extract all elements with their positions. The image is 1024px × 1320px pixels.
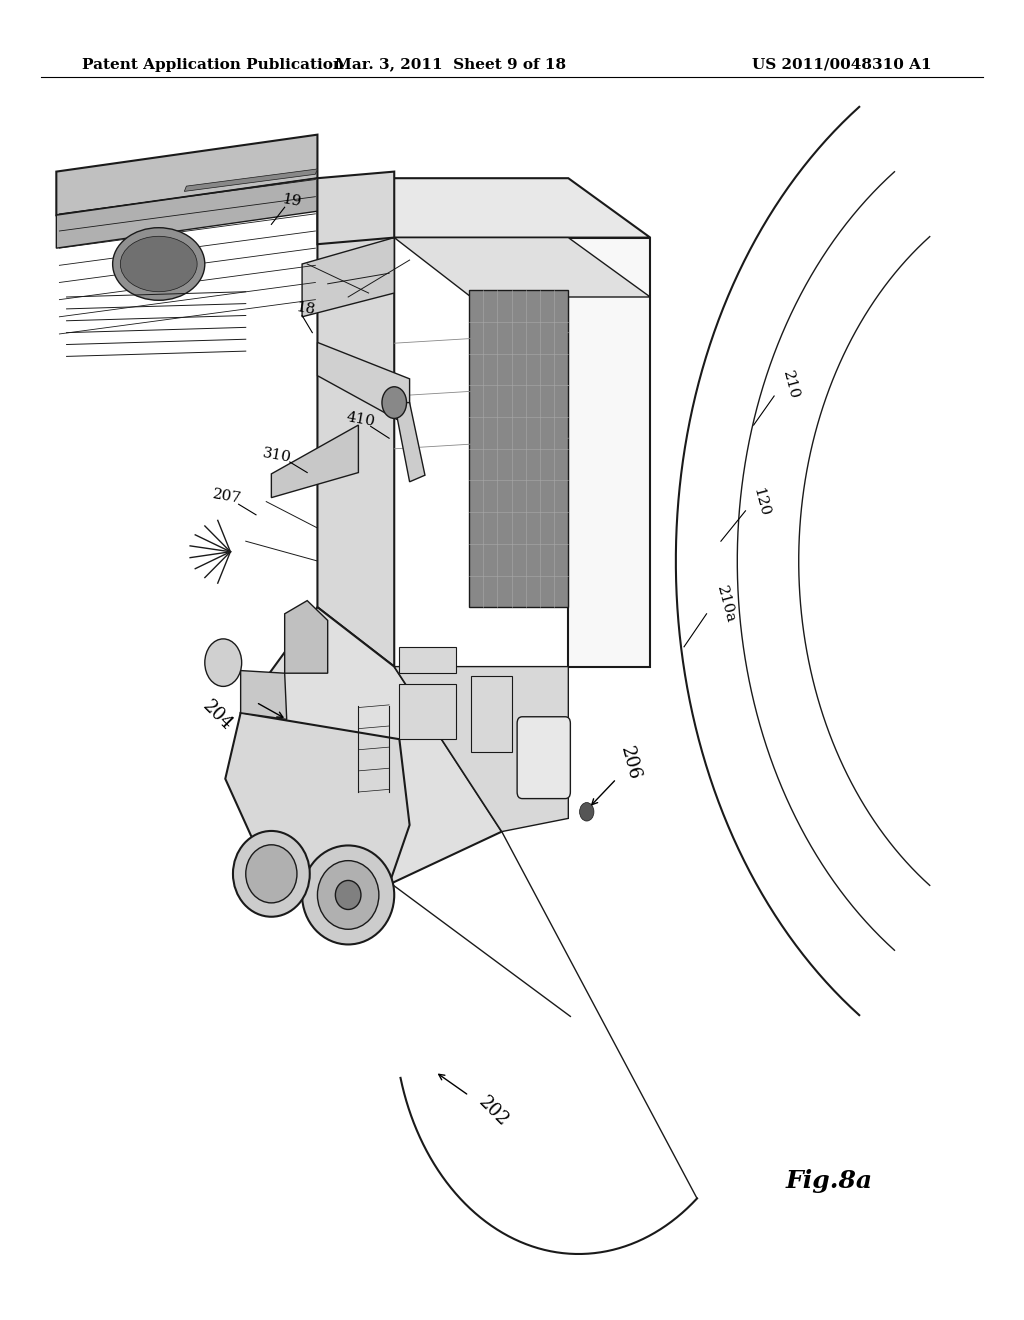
Polygon shape bbox=[317, 178, 394, 667]
Text: 19: 19 bbox=[281, 191, 303, 210]
Text: 410: 410 bbox=[345, 411, 376, 429]
Text: 207: 207 bbox=[212, 487, 243, 506]
Bar bbox=[471, 676, 512, 752]
Text: Patent Application Publication: Patent Application Publication bbox=[82, 58, 344, 71]
Text: 204: 204 bbox=[199, 697, 236, 734]
Text: 206: 206 bbox=[616, 744, 643, 781]
Polygon shape bbox=[394, 403, 425, 482]
Polygon shape bbox=[302, 238, 394, 317]
Polygon shape bbox=[317, 342, 410, 426]
Ellipse shape bbox=[233, 832, 309, 916]
Ellipse shape bbox=[302, 845, 394, 945]
Polygon shape bbox=[394, 238, 650, 297]
Text: 202: 202 bbox=[475, 1093, 512, 1130]
Text: 310: 310 bbox=[261, 446, 292, 465]
Bar bbox=[399, 647, 456, 673]
Text: 18: 18 bbox=[294, 301, 316, 317]
Circle shape bbox=[205, 639, 242, 686]
Text: Fig.8a: Fig.8a bbox=[785, 1170, 873, 1193]
Ellipse shape bbox=[246, 845, 297, 903]
Circle shape bbox=[580, 803, 594, 821]
Polygon shape bbox=[568, 238, 650, 667]
Ellipse shape bbox=[121, 236, 197, 292]
Text: US 2011/0048310 A1: US 2011/0048310 A1 bbox=[753, 58, 932, 71]
Ellipse shape bbox=[317, 861, 379, 929]
Text: 210: 210 bbox=[780, 370, 802, 401]
Polygon shape bbox=[469, 290, 568, 607]
Polygon shape bbox=[241, 607, 502, 884]
Polygon shape bbox=[317, 172, 394, 244]
Polygon shape bbox=[285, 601, 328, 673]
Text: 120: 120 bbox=[751, 486, 772, 517]
Polygon shape bbox=[394, 667, 568, 832]
Text: Mar. 3, 2011  Sheet 9 of 18: Mar. 3, 2011 Sheet 9 of 18 bbox=[335, 58, 566, 71]
Polygon shape bbox=[184, 169, 317, 191]
Circle shape bbox=[382, 387, 407, 418]
Polygon shape bbox=[271, 425, 358, 498]
Polygon shape bbox=[225, 713, 410, 884]
Polygon shape bbox=[56, 135, 317, 215]
Ellipse shape bbox=[113, 227, 205, 300]
Polygon shape bbox=[56, 178, 317, 248]
Ellipse shape bbox=[336, 880, 361, 909]
Polygon shape bbox=[241, 671, 287, 719]
Bar bbox=[399, 684, 456, 739]
Text: 210a: 210a bbox=[714, 585, 737, 624]
FancyBboxPatch shape bbox=[517, 717, 570, 799]
Polygon shape bbox=[317, 178, 650, 238]
